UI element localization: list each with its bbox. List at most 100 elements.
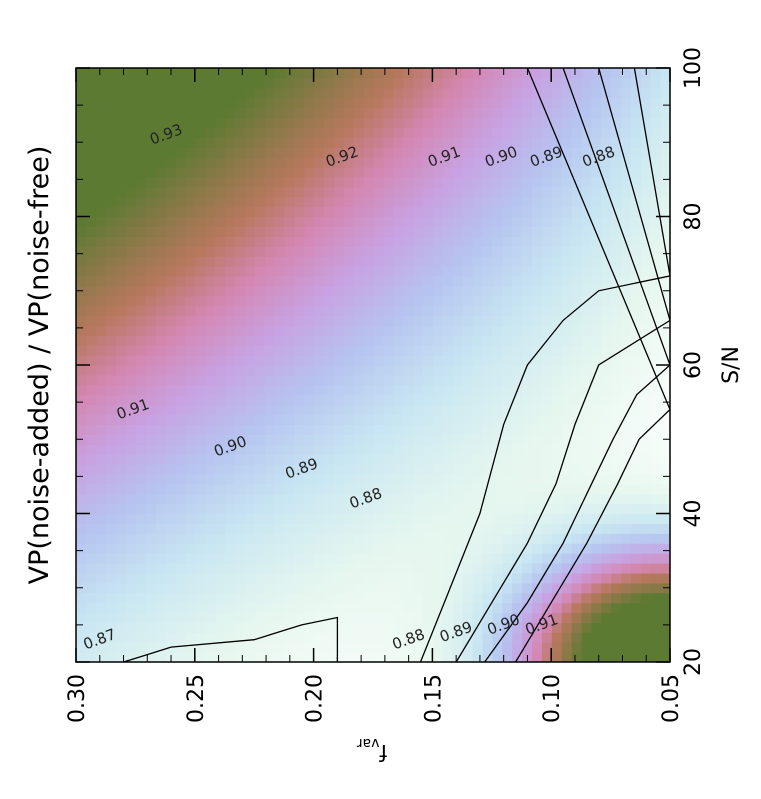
- heat-cell: [561, 97, 572, 109]
- heat-cell: [491, 256, 503, 267]
- heat-cell: [462, 553, 473, 564]
- heat-cell: [224, 454, 235, 465]
- heat-cell: [660, 444, 670, 455]
- heat-cell: [175, 147, 186, 158]
- heat-cell: [590, 414, 602, 425]
- heat-cell: [382, 384, 394, 396]
- heat-cell: [531, 563, 542, 574]
- heat-cell: [254, 602, 265, 614]
- heat-cell: [244, 622, 255, 633]
- heat-cell: [115, 285, 127, 297]
- heat-cell: [541, 394, 552, 406]
- heat-cell: [561, 355, 572, 366]
- heat-cell: [175, 424, 186, 435]
- heat-cell: [660, 473, 670, 485]
- heat-cell: [610, 147, 622, 158]
- heat-cell: [472, 384, 483, 396]
- heat-cell: [264, 236, 275, 247]
- heat-cell: [76, 186, 87, 198]
- heat-cell: [353, 345, 364, 356]
- heat-cell: [640, 246, 651, 257]
- heat-cell: [580, 266, 592, 277]
- heat-cell: [571, 68, 582, 79]
- heat-cell: [630, 335, 641, 346]
- heat-cell: [630, 563, 641, 574]
- heat-cell: [402, 107, 414, 119]
- heat-cell: [303, 176, 315, 188]
- heat-cell: [224, 652, 235, 662]
- heat-cell: [491, 107, 503, 119]
- heat-cell: [204, 127, 216, 138]
- heat-cell: [452, 206, 463, 218]
- heat-cell: [254, 464, 265, 475]
- heat-cell: [491, 632, 503, 643]
- heat-cell: [561, 503, 572, 515]
- heat-cell: [244, 473, 255, 485]
- heat-cell: [551, 444, 562, 455]
- heat-cell: [333, 87, 344, 99]
- heat-cell: [115, 236, 127, 247]
- heat-cell: [561, 592, 572, 604]
- heat-cell: [125, 68, 136, 79]
- heat-cell: [521, 206, 532, 218]
- heat-cell: [293, 355, 305, 366]
- heat-cell: [422, 315, 433, 326]
- heat-cell: [244, 127, 255, 138]
- heat-cell: [333, 493, 344, 505]
- heat-cell: [293, 602, 305, 614]
- heat-cell: [541, 572, 552, 584]
- heat-cell: [254, 167, 265, 178]
- heat-cell: [561, 632, 572, 643]
- heat-cell: [85, 652, 97, 662]
- heat-cell: [600, 68, 612, 79]
- heat-cell: [254, 572, 265, 584]
- heat-cell: [600, 384, 612, 396]
- heat-cell: [531, 295, 542, 307]
- heat-cell: [85, 285, 97, 297]
- heat-cell: [462, 68, 473, 79]
- heat-cell: [125, 622, 136, 633]
- heat-cell: [373, 632, 384, 643]
- heat-cell: [442, 602, 453, 614]
- heat-cell: [333, 434, 344, 445]
- heat-cell: [660, 612, 670, 623]
- heat-cell: [531, 553, 542, 564]
- heat-cell: [76, 394, 87, 406]
- heat-cell: [184, 97, 196, 109]
- heat-cell: [373, 266, 384, 277]
- heat-cell: [531, 543, 542, 554]
- heat-cell: [175, 305, 186, 317]
- heat-cell: [343, 176, 354, 188]
- heat-cell: [521, 97, 532, 109]
- heat-cell: [76, 167, 87, 178]
- heat-cell: [264, 553, 275, 564]
- heat-cell: [115, 464, 127, 475]
- heat-cell: [115, 632, 127, 643]
- heat-cell: [283, 434, 295, 445]
- heat-cell: [244, 592, 255, 604]
- heat-cell: [462, 493, 473, 505]
- heat-cell: [452, 434, 463, 445]
- heat-cell: [472, 186, 483, 198]
- heat-cell: [561, 513, 572, 524]
- heat-cell: [511, 246, 523, 257]
- heat-cell: [521, 176, 532, 188]
- heat-cell: [580, 157, 592, 168]
- heat-cell: [343, 454, 354, 465]
- heat-cell: [561, 236, 572, 247]
- heat-cell: [610, 464, 622, 475]
- heat-cell: [541, 305, 552, 317]
- heat-cell: [491, 473, 503, 485]
- heat-cell: [610, 355, 622, 366]
- heat-cell: [194, 157, 206, 168]
- heat-cell: [76, 68, 87, 79]
- heat-cell: [95, 315, 107, 326]
- heat-cell: [600, 602, 612, 614]
- heat-cell: [165, 325, 176, 336]
- heat-cell: [561, 295, 572, 307]
- heat-cell: [442, 473, 453, 485]
- heat-cell: [175, 266, 186, 277]
- heat-cell: [274, 414, 285, 425]
- heat-cell: [481, 315, 493, 326]
- heat-cell: [254, 147, 265, 158]
